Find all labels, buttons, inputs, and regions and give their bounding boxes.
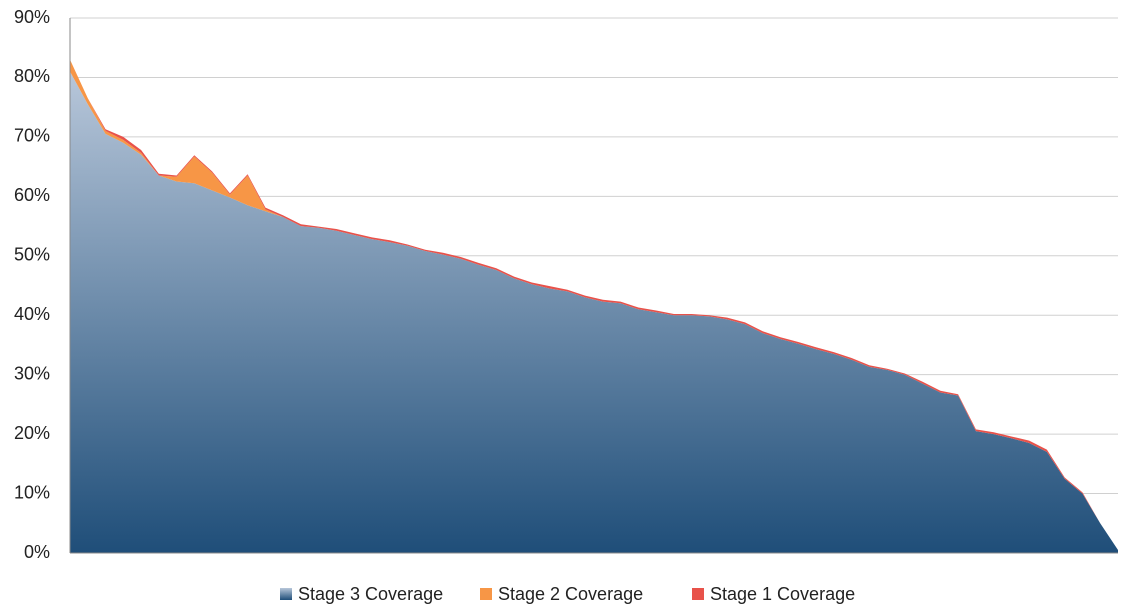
legend-swatch [692, 588, 704, 600]
y-tick-label: 30% [14, 363, 50, 383]
y-tick-label: 10% [14, 482, 50, 502]
legend-label: Stage 2 Coverage [498, 584, 643, 604]
y-tick-label: 90% [14, 7, 50, 27]
y-tick-label: 40% [14, 304, 50, 324]
legend-swatch [480, 588, 492, 600]
legend-label: Stage 1 Coverage [710, 584, 855, 604]
y-tick-label: 70% [14, 126, 50, 146]
legend-label: Stage 3 Coverage [298, 584, 443, 604]
y-tick-label: 20% [14, 423, 50, 443]
y-tick-label: 80% [14, 66, 50, 86]
y-tick-label: 60% [14, 185, 50, 205]
area [70, 71, 1118, 553]
y-tick-label: 50% [14, 245, 50, 265]
y-tick-label: 0% [24, 542, 50, 562]
legend-swatch [280, 588, 292, 600]
